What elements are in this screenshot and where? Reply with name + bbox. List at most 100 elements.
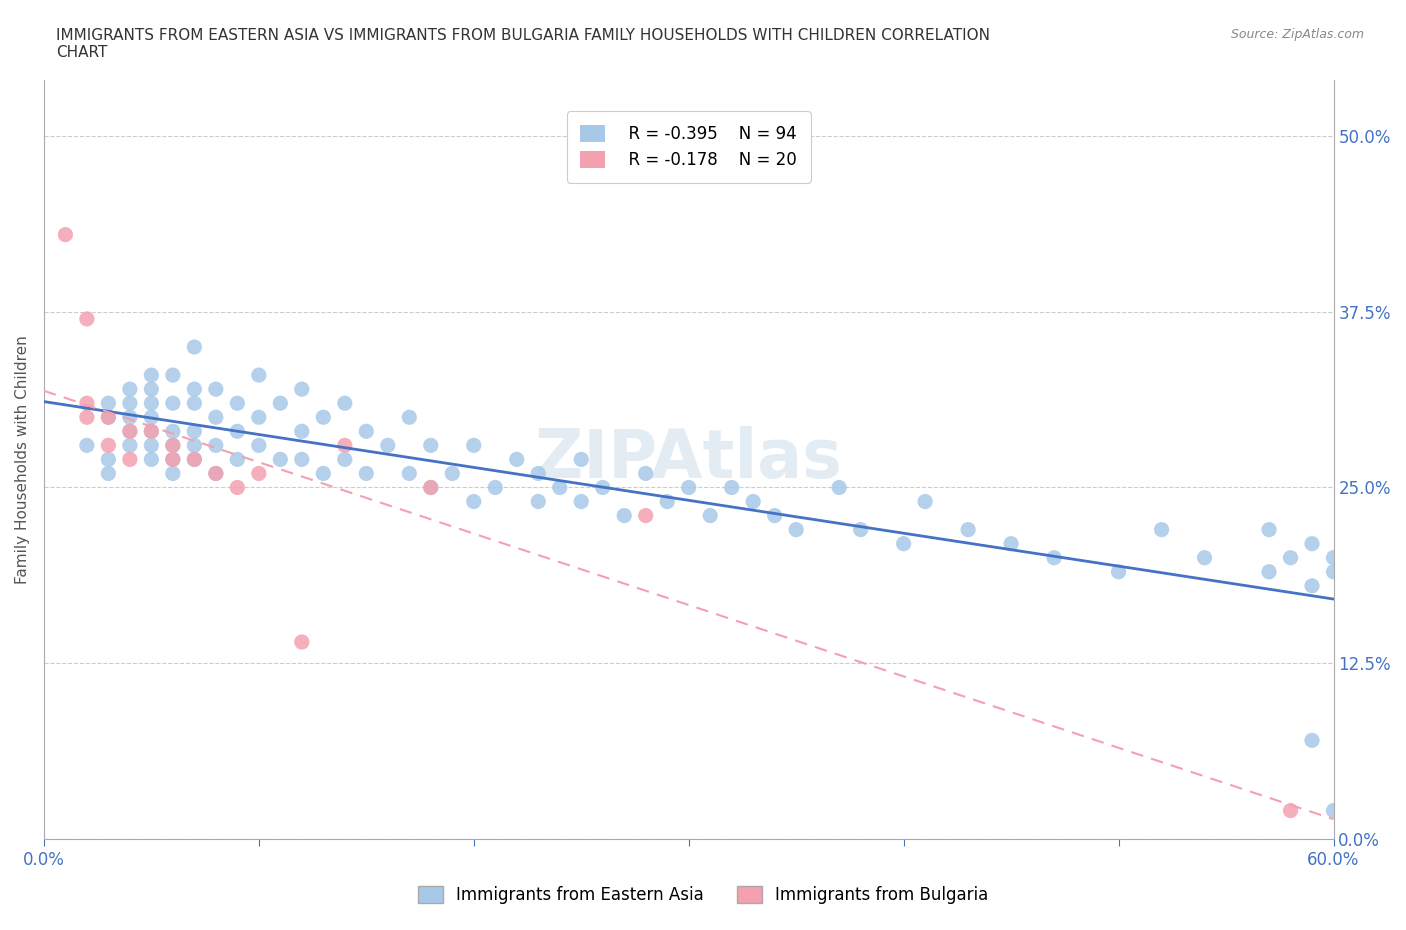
Point <box>291 381 314 396</box>
Point <box>312 410 335 425</box>
Point <box>118 438 141 453</box>
Point <box>118 452 141 467</box>
Point <box>634 508 657 523</box>
Point <box>333 452 356 467</box>
Point <box>162 452 184 467</box>
Point <box>333 438 356 453</box>
Point <box>97 410 120 425</box>
Point <box>183 424 205 439</box>
Point <box>183 452 205 467</box>
Point <box>1301 733 1323 748</box>
Point <box>162 367 184 382</box>
Point <box>1279 551 1302 565</box>
Point <box>506 452 529 467</box>
Point <box>1150 523 1173 538</box>
Point <box>1000 537 1022 551</box>
Point <box>76 438 98 453</box>
Point <box>226 396 249 411</box>
Point <box>1301 578 1323 593</box>
Point <box>377 438 399 453</box>
Point <box>463 494 485 509</box>
Point <box>55 227 77 242</box>
Point <box>183 396 205 411</box>
Point <box>1322 551 1344 565</box>
Point <box>141 424 163 439</box>
Point <box>141 367 163 382</box>
Point <box>76 312 98 326</box>
Point <box>247 438 270 453</box>
Point <box>569 494 592 509</box>
Point <box>1301 537 1323 551</box>
Point <box>162 452 184 467</box>
Point <box>548 480 571 495</box>
Point <box>1322 804 1344 818</box>
Point <box>141 424 163 439</box>
Point <box>247 367 270 382</box>
Point <box>97 410 120 425</box>
Point <box>1258 523 1281 538</box>
Point <box>957 523 980 538</box>
Point <box>205 466 228 481</box>
Point <box>141 438 163 453</box>
Point <box>291 452 314 467</box>
Point <box>1043 551 1066 565</box>
Point <box>1194 551 1216 565</box>
Point <box>419 438 441 453</box>
Point <box>398 466 420 481</box>
Point <box>484 480 506 495</box>
Point <box>269 396 291 411</box>
Point <box>247 410 270 425</box>
Point <box>419 480 441 495</box>
Point <box>141 410 163 425</box>
Point <box>205 466 228 481</box>
Point <box>569 452 592 467</box>
Point <box>312 466 335 481</box>
Text: Source: ZipAtlas.com: Source: ZipAtlas.com <box>1230 28 1364 41</box>
Point <box>226 480 249 495</box>
Legend: Immigrants from Eastern Asia, Immigrants from Bulgaria: Immigrants from Eastern Asia, Immigrants… <box>409 878 997 912</box>
Point <box>291 634 314 649</box>
Point <box>205 381 228 396</box>
Text: IMMIGRANTS FROM EASTERN ASIA VS IMMIGRANTS FROM BULGARIA FAMILY HOUSEHOLDS WITH : IMMIGRANTS FROM EASTERN ASIA VS IMMIGRAN… <box>56 28 990 60</box>
Point <box>828 480 851 495</box>
Point <box>76 410 98 425</box>
Point <box>183 452 205 467</box>
Point <box>634 466 657 481</box>
Point <box>785 523 807 538</box>
Point <box>419 480 441 495</box>
Point <box>1258 565 1281 579</box>
Point <box>742 494 765 509</box>
Point <box>613 508 636 523</box>
Point <box>678 480 700 495</box>
Point <box>356 466 378 481</box>
Point <box>97 438 120 453</box>
Point <box>183 381 205 396</box>
Point <box>247 466 270 481</box>
Point <box>183 339 205 354</box>
Point <box>291 424 314 439</box>
Point <box>463 438 485 453</box>
Point <box>441 466 464 481</box>
Point <box>118 396 141 411</box>
Point <box>527 494 550 509</box>
Point <box>162 396 184 411</box>
Y-axis label: Family Households with Children: Family Households with Children <box>15 335 30 584</box>
Point <box>118 424 141 439</box>
Point <box>592 480 614 495</box>
Point <box>333 396 356 411</box>
Point <box>398 410 420 425</box>
Point <box>141 381 163 396</box>
Point <box>699 508 721 523</box>
Point <box>1322 565 1344 579</box>
Point <box>141 396 163 411</box>
Point <box>1108 565 1130 579</box>
Legend:   R = -0.395    N = 94,   R = -0.178    N = 20: R = -0.395 N = 94, R = -0.178 N = 20 <box>567 112 811 182</box>
Point <box>226 424 249 439</box>
Point <box>657 494 679 509</box>
Point <box>914 494 936 509</box>
Point <box>141 452 163 467</box>
Point <box>849 523 872 538</box>
Point <box>893 537 915 551</box>
Point <box>118 381 141 396</box>
Point <box>162 424 184 439</box>
